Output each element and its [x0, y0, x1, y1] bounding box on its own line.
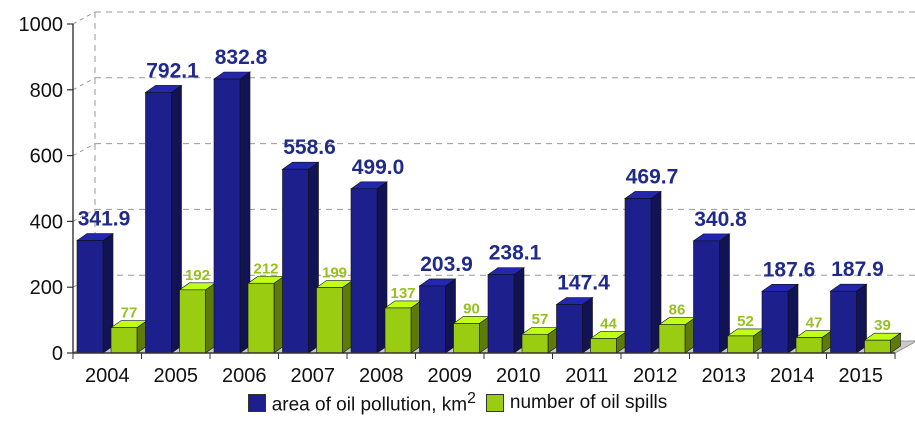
data-label-spills: 57: [532, 311, 549, 328]
legend-label-spills: number of oil spills: [509, 392, 668, 414]
bar-spills: [247, 282, 275, 354]
data-label-area: 341.9: [78, 208, 131, 231]
data-label-area: 147.4: [557, 272, 610, 295]
bar-spills: [384, 307, 412, 354]
x-tick-label: 2006: [222, 365, 267, 387]
bar-spills: [727, 335, 754, 354]
x-tick-label: 2005: [154, 365, 199, 387]
data-label-spills: 44: [600, 316, 617, 333]
data-label-area: 187.6: [763, 258, 816, 281]
x-tick-label: 2010: [496, 365, 541, 387]
data-label-spills: 90: [463, 300, 480, 317]
gridline-depth: [72, 11, 96, 25]
legend-swatch-spills: [485, 394, 504, 413]
x-tick-label: 2011: [565, 365, 608, 387]
bar-chart-plot: 0 200 400 600 800 1000 341.9 77 2004 792.1 192 2005…: [19, 11, 915, 387]
x-tick-label: 2004: [85, 365, 130, 387]
bar-area: [213, 78, 241, 354]
x-tick-label: 2009: [428, 365, 473, 387]
bar-spills: [590, 338, 617, 354]
data-label-spills: 137: [390, 285, 415, 302]
bar-area: [830, 290, 857, 354]
y-tick-label: 1000: [19, 14, 64, 36]
bar-area: [761, 290, 789, 354]
data-label-spills: 192: [185, 267, 210, 284]
bar-area: [556, 304, 583, 354]
data-label-area: 203.9: [420, 253, 473, 276]
data-label-area: 340.8: [694, 208, 747, 231]
legend-item-spills: number of oil spills: [485, 392, 668, 414]
x-tick-label: 2014: [770, 365, 815, 387]
data-label-spills: 39: [874, 317, 891, 334]
bar-area: [624, 198, 652, 354]
bar-spills: [795, 337, 823, 354]
bar-area: [76, 240, 104, 354]
gridline-depth: [72, 77, 96, 91]
bar-spills: [453, 323, 480, 354]
y-tick-label: 400: [30, 211, 63, 233]
data-label-spills: 199: [322, 265, 347, 282]
legend-swatch-area: [247, 394, 266, 413]
data-label-area: 558.6: [283, 136, 336, 159]
bar-area: [350, 188, 378, 354]
x-tick-label: 2013: [702, 365, 747, 387]
bar-area: [145, 92, 172, 354]
bar-spills: [521, 333, 549, 354]
legend-label-area-text: area of oil pollution, km: [271, 394, 468, 416]
bar-area: [487, 274, 515, 354]
data-label-area: 832.8: [215, 46, 268, 69]
y-tick-label: 800: [30, 80, 63, 102]
x-tick-label: 2015: [839, 365, 884, 387]
data-label-spills: 77: [121, 305, 138, 322]
data-label-spills: 52: [737, 313, 754, 330]
y-tick-label: 600: [30, 146, 63, 168]
x-tick-label: 2008: [359, 365, 404, 387]
x-tick-label: 2012: [633, 365, 678, 387]
y-tick-label: 200: [30, 277, 63, 299]
bar-area-side: [719, 233, 730, 354]
data-label-area: 238.1: [489, 242, 542, 265]
bar-area: [282, 168, 309, 354]
data-label-area: 499.0: [352, 156, 405, 179]
bar-area: [419, 285, 446, 354]
legend: area of oil pollution, km2 number of oil…: [0, 390, 915, 416]
y-tick-label: 0: [52, 343, 63, 365]
bar-spills: [316, 287, 343, 354]
data-label-spills: 47: [806, 315, 823, 332]
data-label-area: 792.1: [146, 59, 199, 82]
bar-spills: [864, 339, 891, 354]
bar-spills: [179, 289, 206, 354]
bar-area: [693, 240, 720, 354]
legend-label-area: area of oil pollution, km2: [272, 390, 476, 416]
data-label-area: 187.9: [831, 258, 884, 281]
data-label-spills: 86: [669, 302, 686, 319]
bar-spills: [110, 327, 138, 354]
data-label-area: 469.7: [626, 165, 679, 188]
data-label-spills: 212: [253, 260, 278, 277]
bar-spills: [658, 324, 686, 354]
x-tick-label: 2007: [291, 365, 336, 387]
gridline-depth: [72, 143, 96, 157]
legend-label-area-sup: 2: [467, 390, 476, 407]
legend-item-area: area of oil pollution, km2: [247, 390, 476, 416]
